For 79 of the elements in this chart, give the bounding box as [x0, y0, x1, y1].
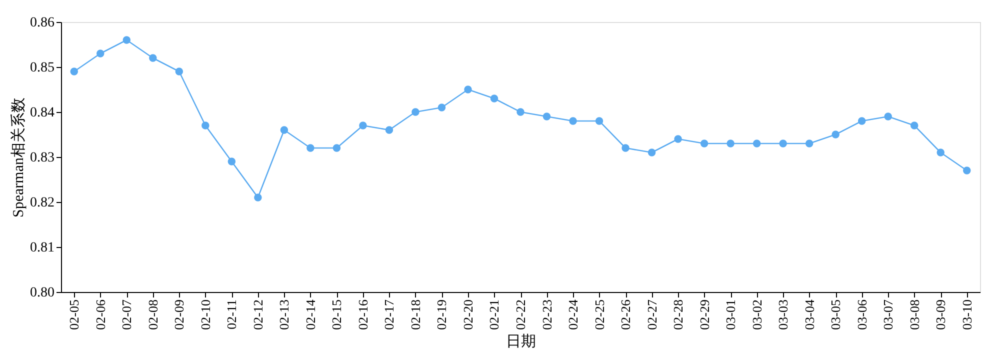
x-tick-label: 02-29: [696, 300, 712, 330]
y-tick-label: 0.86: [30, 16, 54, 30]
x-axis-title: 日期: [506, 332, 536, 350]
x-tick-label: 03-09: [933, 300, 948, 330]
x-tick-label: 02-12: [250, 300, 266, 330]
point: [910, 122, 918, 130]
x-tick-label: 02-27: [644, 299, 660, 330]
x-tick-label: 02-18: [408, 300, 423, 330]
point: [595, 117, 604, 125]
x-tick-label: 02-20: [460, 300, 476, 330]
x-tick-label: 02-13: [276, 300, 292, 330]
point: [884, 112, 892, 120]
x-tick-label: 02-16: [355, 299, 370, 330]
x-tick-label: 03-04: [802, 299, 817, 330]
x-tick-label: 02-25: [592, 300, 607, 330]
x-tick-label: 03-03: [776, 300, 791, 330]
x-tick-label: 03-05: [828, 300, 844, 330]
point: [648, 148, 656, 156]
x-tick-label: 02-23: [539, 300, 554, 330]
point: [359, 122, 367, 130]
x-tick-label: 02-21: [486, 300, 502, 330]
y-axis-title: Spearman相关系数: [10, 98, 27, 218]
x-tick-label: 02-07: [119, 299, 134, 330]
x-tick-label: 03-08: [906, 300, 922, 330]
x-tick-label: 03-06: [854, 299, 870, 330]
x-tick-label: 03-10: [959, 300, 974, 330]
x-tick-label: 02-28: [670, 300, 686, 330]
point: [122, 36, 131, 44]
point: [674, 135, 682, 143]
y-tick-label: 0.85: [30, 60, 54, 76]
point: [332, 144, 341, 152]
point: [726, 140, 734, 148]
point: [752, 140, 761, 148]
y-tick-label: 0.84: [30, 106, 54, 120]
point: [280, 126, 288, 134]
y-tick-label: 0.82: [30, 196, 54, 210]
point: [96, 50, 104, 58]
x-tick-label: 02-17: [382, 299, 397, 330]
point: [832, 130, 840, 138]
point: [464, 86, 472, 94]
x-tick-label: 02-22: [513, 300, 528, 330]
point: [70, 68, 78, 76]
point: [149, 54, 157, 62]
x-tick-label: 02-10: [198, 300, 213, 330]
point: [805, 140, 814, 148]
y-tick-label: 0.83: [30, 150, 54, 166]
point: [779, 140, 787, 148]
point: [858, 117, 866, 125]
point: [385, 126, 394, 134]
x-tick-label: 02-08: [145, 300, 160, 330]
x-tick-label: 02-05: [66, 300, 82, 330]
x-tick-label: 03-02: [749, 300, 764, 330]
x-tick-label: 02-24: [566, 299, 581, 330]
point: [306, 144, 314, 152]
point: [936, 148, 944, 156]
x-tick-label: 03-07: [880, 299, 896, 330]
point: [622, 144, 630, 152]
y-tick-label: 0.81: [30, 240, 54, 256]
point: [700, 140, 708, 148]
x-tick-label: 02-09: [172, 300, 187, 330]
point: [254, 194, 262, 202]
x-tick-label: 02-11: [224, 300, 240, 330]
x-tick-label: 02-14: [302, 299, 318, 330]
point: [490, 94, 498, 102]
point: [542, 112, 551, 120]
point: [516, 108, 524, 116]
point: [963, 166, 971, 174]
point: [202, 122, 210, 130]
x-tick-label: 02-15: [329, 300, 344, 330]
x-tick-label: 02-19: [434, 300, 450, 330]
y-tick-label: 0.80: [30, 286, 54, 300]
point: [569, 117, 577, 125]
x-tick-label: 03-01: [723, 300, 738, 330]
point: [438, 104, 446, 112]
x-tick-label: 02-06: [92, 299, 108, 330]
point: [175, 68, 184, 76]
x-tick-label: 02-26: [618, 299, 634, 330]
point: [412, 108, 420, 116]
point: [228, 158, 236, 166]
